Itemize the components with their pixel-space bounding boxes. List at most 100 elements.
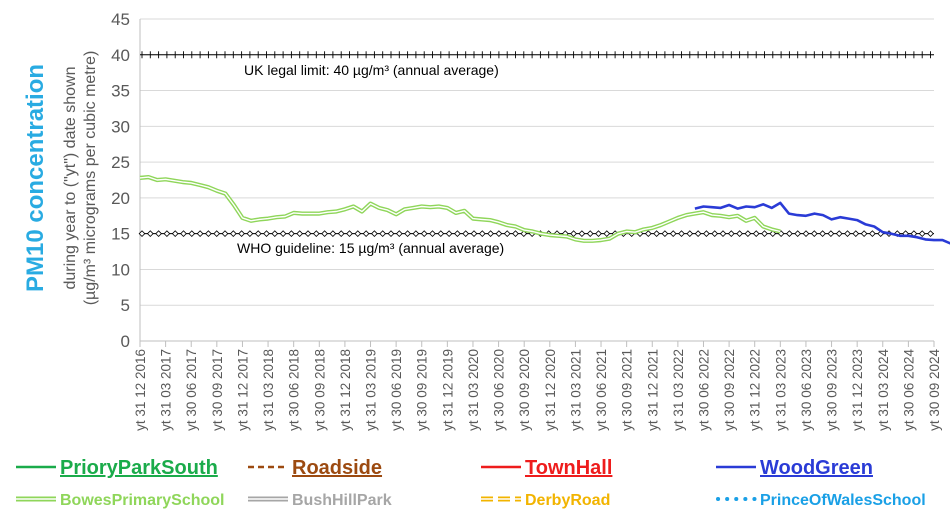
reference-lines [138,51,934,238]
diamond-marker [470,230,478,238]
diamond-marker [163,230,171,238]
diamond-marker [279,230,287,238]
y-tick-label: 35 [111,82,130,101]
y-tick-label: 20 [111,189,130,208]
diamond-marker [786,230,793,238]
diamond-marker [429,230,436,238]
y-tick-label: 45 [111,10,130,29]
diamond-marker [138,230,146,238]
diamond-marker [171,230,179,238]
x-tick-label: yt 30 09 2023 [825,349,840,431]
diamond-marker [761,230,768,238]
x-tick-label: yt 30 06 2020 [492,349,507,431]
diamond-marker [918,230,926,238]
diamond-marker [869,230,876,238]
y-tick-label: 40 [111,46,130,65]
x-tick-label: yt 31 12 2018 [338,349,353,431]
diamond-marker [387,230,395,238]
diamond-marker [205,230,212,238]
legend-label-TownHall: TownHall [525,457,612,479]
diamond-marker [462,230,470,238]
diamond-marker [703,230,710,238]
diamond-marker [445,230,453,238]
uk-limit-label: UK legal limit: 40 µg/m³ (annual average… [244,62,499,78]
diamond-marker [246,230,254,238]
diamond-marker [213,230,221,238]
x-tick-label: yt 31 12 2023 [850,349,865,431]
x-tick-label: yt 31 12 2016 [133,349,148,431]
x-tick-label: yt 30 06 2022 [696,349,711,431]
x-tick-label: yt 30 06 2018 [287,349,302,431]
diamond-marker [329,230,337,238]
diamond-marker [354,230,362,238]
diamond-marker [769,230,777,238]
diamond-marker [288,230,295,238]
diamond-marker [271,230,279,238]
diamond-marker [603,230,611,238]
diamond-marker [752,230,760,238]
diamond-marker [802,230,810,238]
diamond-marker [229,230,237,238]
x-tick-label: yt 30 09 2019 [415,349,430,431]
diamond-marker [180,230,187,238]
diamond-marker [661,230,669,238]
x-tick-label: yt 31 03 2018 [261,349,276,431]
y-tick-label: 25 [111,153,130,172]
diamond-marker [379,230,387,238]
y-tick-label: 10 [111,260,130,279]
diamond-marker [727,230,735,238]
x-tick-label: yt 30 09 2017 [210,349,225,431]
x-tick-label: yt 31 12 2020 [543,349,558,431]
x-tick-label: yt 31 12 2021 [645,349,660,431]
diamond-marker [495,230,503,238]
x-tick-label: yt 30 06 2019 [389,349,404,431]
x-tick-label: yt 31 03 2024 [876,349,891,431]
diamond-marker [188,230,196,238]
y-tick-label: 15 [111,225,130,244]
legend-label-WoodGreen: WoodGreen [760,457,873,479]
diamond-marker [337,230,345,238]
diamond-marker [412,230,420,238]
diamond-marker [254,230,262,238]
diamond-marker [669,230,677,238]
diamond-marker [711,230,719,238]
x-tick-label: yt 31 03 2017 [159,349,174,431]
diamond-marker [371,230,378,238]
diamond-marker [503,230,511,238]
diamond-marker [810,230,818,238]
x-tick-label: yt 30 06 2021 [594,349,609,431]
x-tick-label: yt 30 09 2018 [312,349,327,431]
diamond-marker [238,230,245,238]
x-tick-label: yt 30 09 2020 [517,349,532,431]
diamond-marker [819,230,826,238]
diamond-marker [852,230,860,238]
x-tick-label: yt 31 03 2023 [773,349,788,431]
diamond-marker [860,230,868,238]
diamond-marker [304,230,312,238]
diamond-marker [678,230,685,238]
x-tick-label: yt 30 06 2024 [901,349,916,431]
series-line-inner-BowesPrimarySchool [139,176,781,242]
legend-label-BushHillPark: BushHillPark [292,492,392,509]
x-tick-label: yt 31 12 2017 [235,349,250,431]
legend-label-PrioryParkSouth: PrioryParkSouth [60,457,218,479]
x-tick-label: yt 31 03 2022 [671,349,686,431]
diamond-marker [578,230,586,238]
diamond-marker [512,230,519,238]
x-tick-label: yt 30 09 2024 [927,349,942,431]
diamond-marker [263,230,270,238]
reference-line-markers [138,230,934,238]
diamond-marker [221,230,229,238]
diamond-marker [312,230,320,238]
x-tick-label: yt 30 06 2017 [184,349,199,431]
diamond-marker [736,230,743,238]
diamond-marker [586,230,594,238]
x-tick-label: yt 30 09 2021 [620,349,635,431]
legend-label-PrinceOfWalesSchool: PrinceOfWalesSchool [760,492,926,509]
diamond-marker [362,230,370,238]
x-tick-label: yt 30 06 2023 [799,349,814,431]
y-tick-label: 30 [111,117,130,136]
diamond-marker [927,230,934,238]
diamond-marker [155,230,162,238]
